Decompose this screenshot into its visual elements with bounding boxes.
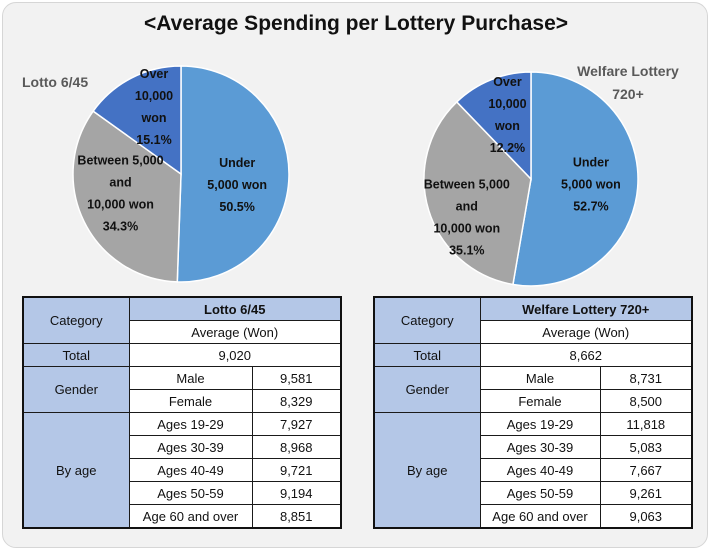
- row-value: 9,721: [251, 458, 342, 482]
- row-value: 7,927: [251, 412, 342, 436]
- row-value: 9,194: [251, 481, 342, 505]
- row-label: Ages 40-49: [128, 458, 253, 482]
- gender-label: Gender: [22, 366, 130, 413]
- pie-slice-label: Over 10,000 won 12.2%: [488, 75, 526, 155]
- row-label: Female: [479, 389, 601, 413]
- pie-chart-welfare: Under 5,000 won 52.7% Between 5,000 and 10,00…: [423, 71, 639, 287]
- row-label: Female: [128, 389, 253, 413]
- average-header: Average (Won): [128, 320, 342, 344]
- row-value: 8,329: [251, 389, 342, 413]
- row-value: 8,968: [251, 435, 342, 459]
- row-label: Age 60 and over: [479, 504, 601, 529]
- row-label: Ages 30-39: [128, 435, 253, 459]
- age-label: By age: [22, 412, 130, 529]
- row-value: 9,581: [251, 366, 342, 390]
- table-name-header: Lotto 6/45: [128, 296, 342, 321]
- average-header: Average (Won): [479, 320, 693, 344]
- row-value: 8,851: [251, 504, 342, 529]
- row-label: Ages 50-59: [128, 481, 253, 505]
- row-value: 9,063: [599, 504, 693, 529]
- pie-slice-label: Under 5,000 won 50.5%: [207, 156, 267, 214]
- category-header: Category: [22, 296, 130, 344]
- table-name-header: Welfare Lottery 720+: [479, 296, 693, 321]
- row-value: 8,731: [599, 366, 693, 390]
- pie-slice-label: Over 10,000 won 15.1%: [135, 67, 173, 147]
- pie-slice: [92, 65, 182, 176]
- table-lotto: Category Lotto 6/45 Average (Won) Total …: [22, 296, 342, 529]
- pie-slice: [176, 65, 290, 283]
- chart-title-welfare: Welfare Lottery 720+: [577, 63, 679, 102]
- age-label: By age: [373, 412, 481, 529]
- row-label: Age 60 and over: [128, 504, 253, 529]
- row-value: 9,261: [599, 481, 693, 505]
- table-welfare: Category Welfare Lottery 720+ Average (W…: [373, 296, 694, 529]
- row-label: Ages 19-29: [128, 412, 253, 436]
- row-value: 7,667: [599, 458, 693, 482]
- category-header: Category: [373, 296, 481, 344]
- pie-slice: [455, 71, 532, 181]
- pie-slice-label: Under 5,000 won 52.7%: [561, 155, 621, 213]
- gender-label: Gender: [373, 366, 481, 413]
- row-label: Ages 19-29: [479, 412, 601, 436]
- row-label: Ages 30-39: [479, 435, 601, 459]
- row-value: 11,818: [599, 412, 693, 436]
- row-label: Male: [479, 366, 601, 390]
- total-label: Total: [22, 343, 130, 367]
- row-value: 5,083: [599, 435, 693, 459]
- pie-slice-label: Between 5,000 and 10,000 won 35.1%: [424, 178, 510, 258]
- row-value: 8,500: [599, 389, 693, 413]
- figure-title: <Average Spending per Lottery Purchase>: [143, 12, 569, 35]
- total-label: Total: [373, 343, 481, 367]
- row-label: Ages 50-59: [479, 481, 601, 505]
- pie-slice: [512, 71, 639, 287]
- row-label: Male: [128, 366, 253, 390]
- total-value: 8,662: [479, 343, 693, 367]
- pie-slice: [72, 110, 182, 283]
- chart-title-lotto: Lotto 6/45: [22, 74, 89, 90]
- pie-slice: [423, 100, 532, 286]
- pie-chart-lotto: Under 5,000 won 50.5% Between 5,000 and 10,00…: [72, 65, 290, 283]
- row-label: Ages 40-49: [479, 458, 601, 482]
- total-value: 9,020: [128, 343, 342, 367]
- pie-slice-label: Between 5,000 and 10,000 won 34.3%: [77, 153, 163, 233]
